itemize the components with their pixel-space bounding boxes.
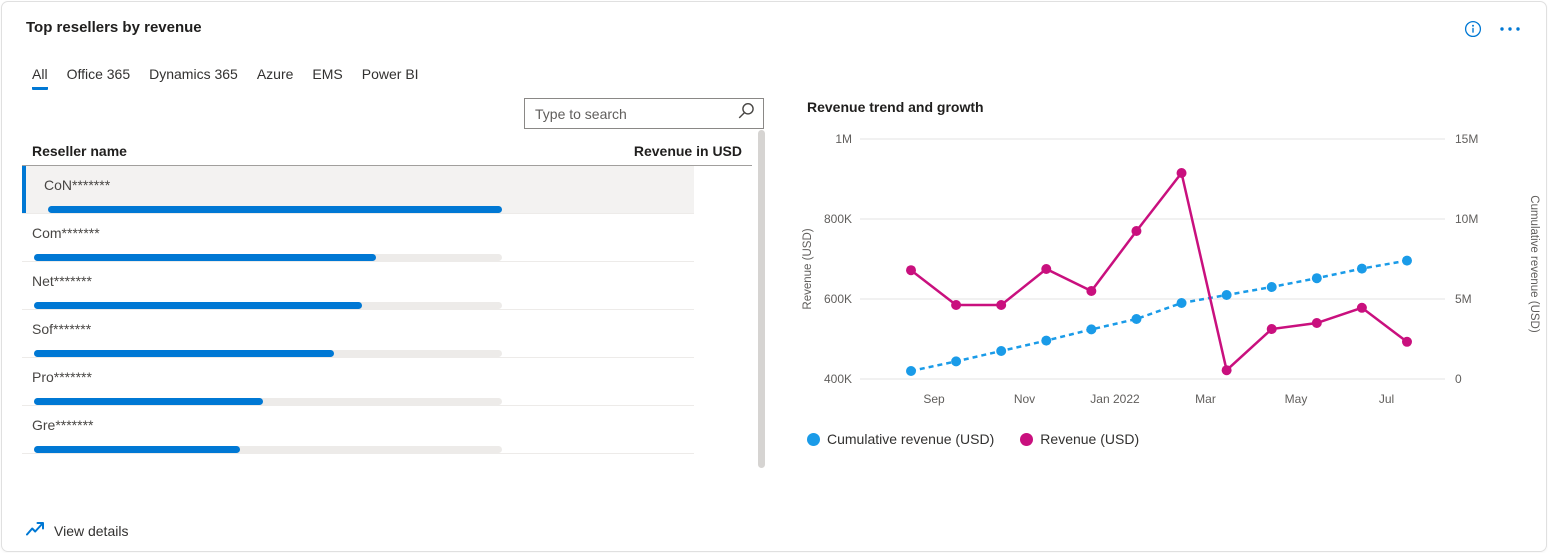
table-header-divider [22,165,752,166]
table-row[interactable]: Sof******* [22,310,694,358]
reseller-name: Net******* [32,273,92,289]
revenue-bar-track [48,206,502,213]
revenue-bar-track [34,254,502,261]
product-filter-tabs: All Office 365 Dynamics 365 Azure EMS Po… [32,66,419,90]
list-scrollbar[interactable] [758,130,765,468]
svg-text:5M: 5M [1455,292,1472,306]
revenue-bar [34,302,362,309]
legend-label: Revenue (USD) [1040,431,1140,447]
trend-arrow-icon [26,521,45,540]
legend-item-cumulative-revenue: Cumulative revenue (USD) [807,431,994,447]
view-details-label: View details [54,522,129,539]
svg-text:600K: 600K [824,292,852,306]
tab-power-bi[interactable]: Power BI [361,66,419,82]
table-row[interactable]: Com******* [22,214,694,262]
chart-title: Revenue trend and growth [807,99,984,115]
tab-ems[interactable]: EMS [312,66,343,82]
reseller-name: CoN******* [44,177,111,193]
selected-row-accent [22,166,26,213]
tab-all[interactable]: All [32,66,48,90]
tab-office-365[interactable]: Office 365 [66,66,131,82]
tab-azure[interactable]: Azure [256,66,294,82]
svg-text:May: May [1285,392,1308,406]
revenue-bar [34,398,264,405]
legend-label: Cumulative revenue (USD) [827,431,995,447]
revenue-bar-track [34,398,502,405]
svg-text:Mar: Mar [1195,392,1216,406]
svg-text:0: 0 [1455,372,1462,386]
svg-text:Nov: Nov [1014,392,1035,406]
reseller-name: Pro******* [32,369,92,385]
page-title: Top resellers by revenue [26,19,202,36]
search-box [524,98,764,129]
svg-text:1M: 1M [835,132,852,146]
revenue-bar-track [34,302,502,309]
legend-dot-magenta [1020,432,1034,446]
table-row[interactable]: Net******* [22,262,694,310]
svg-text:Sep: Sep [923,392,945,406]
svg-text:Cumulative revenue (USD): Cumulative revenue (USD) [1528,195,1540,333]
svg-text:400K: 400K [824,372,852,386]
revenue-bar-track [34,446,502,453]
view-details-link[interactable]: View details [26,521,128,540]
more-options-icon[interactable] [1498,20,1522,38]
search-icon[interactable] [737,102,755,125]
legend-item-revenue: Revenue (USD) [1020,431,1139,447]
svg-text:Jan 2022: Jan 2022 [1090,392,1140,406]
reseller-name: Com******* [32,225,100,241]
svg-text:10M: 10M [1455,212,1478,226]
svg-text:15M: 15M [1455,132,1478,146]
svg-text:800K: 800K [824,212,852,226]
reseller-name: Gre******* [32,417,94,433]
revenue-bar [34,254,376,261]
reseller-name: Sof******* [32,321,92,337]
tab-dynamics-365[interactable]: Dynamics 365 [149,66,238,82]
reseller-list: CoN******* Com******* Net******* Sof****… [22,166,694,454]
column-header-revenue: Revenue in USD [633,143,742,159]
info-icon[interactable] [1464,20,1482,38]
table-row[interactable]: CoN******* [22,166,694,214]
legend-dot-blue [807,432,820,446]
table-row[interactable]: Gre******* [22,406,694,454]
revenue-bar-track [34,350,502,357]
revenue-trend-chart: 1M 800K 600K 400K 15M 10M 5M 0 Revenue (USD) Cumu… [802,132,1540,406]
svg-text:Jul: Jul [1379,392,1394,406]
revenue-bar [48,206,502,213]
search-input[interactable] [525,105,737,122]
svg-text:Revenue (USD): Revenue (USD) [802,228,814,309]
revenue-bar [34,446,240,453]
revenue-bar [34,350,334,357]
chart-legend: Cumulative revenue (USD) Revenue (USD) [807,431,1139,447]
column-header-reseller-name: Reseller name [32,143,127,159]
card-header-actions [1464,20,1522,38]
table-row[interactable]: Pro******* [22,358,694,406]
